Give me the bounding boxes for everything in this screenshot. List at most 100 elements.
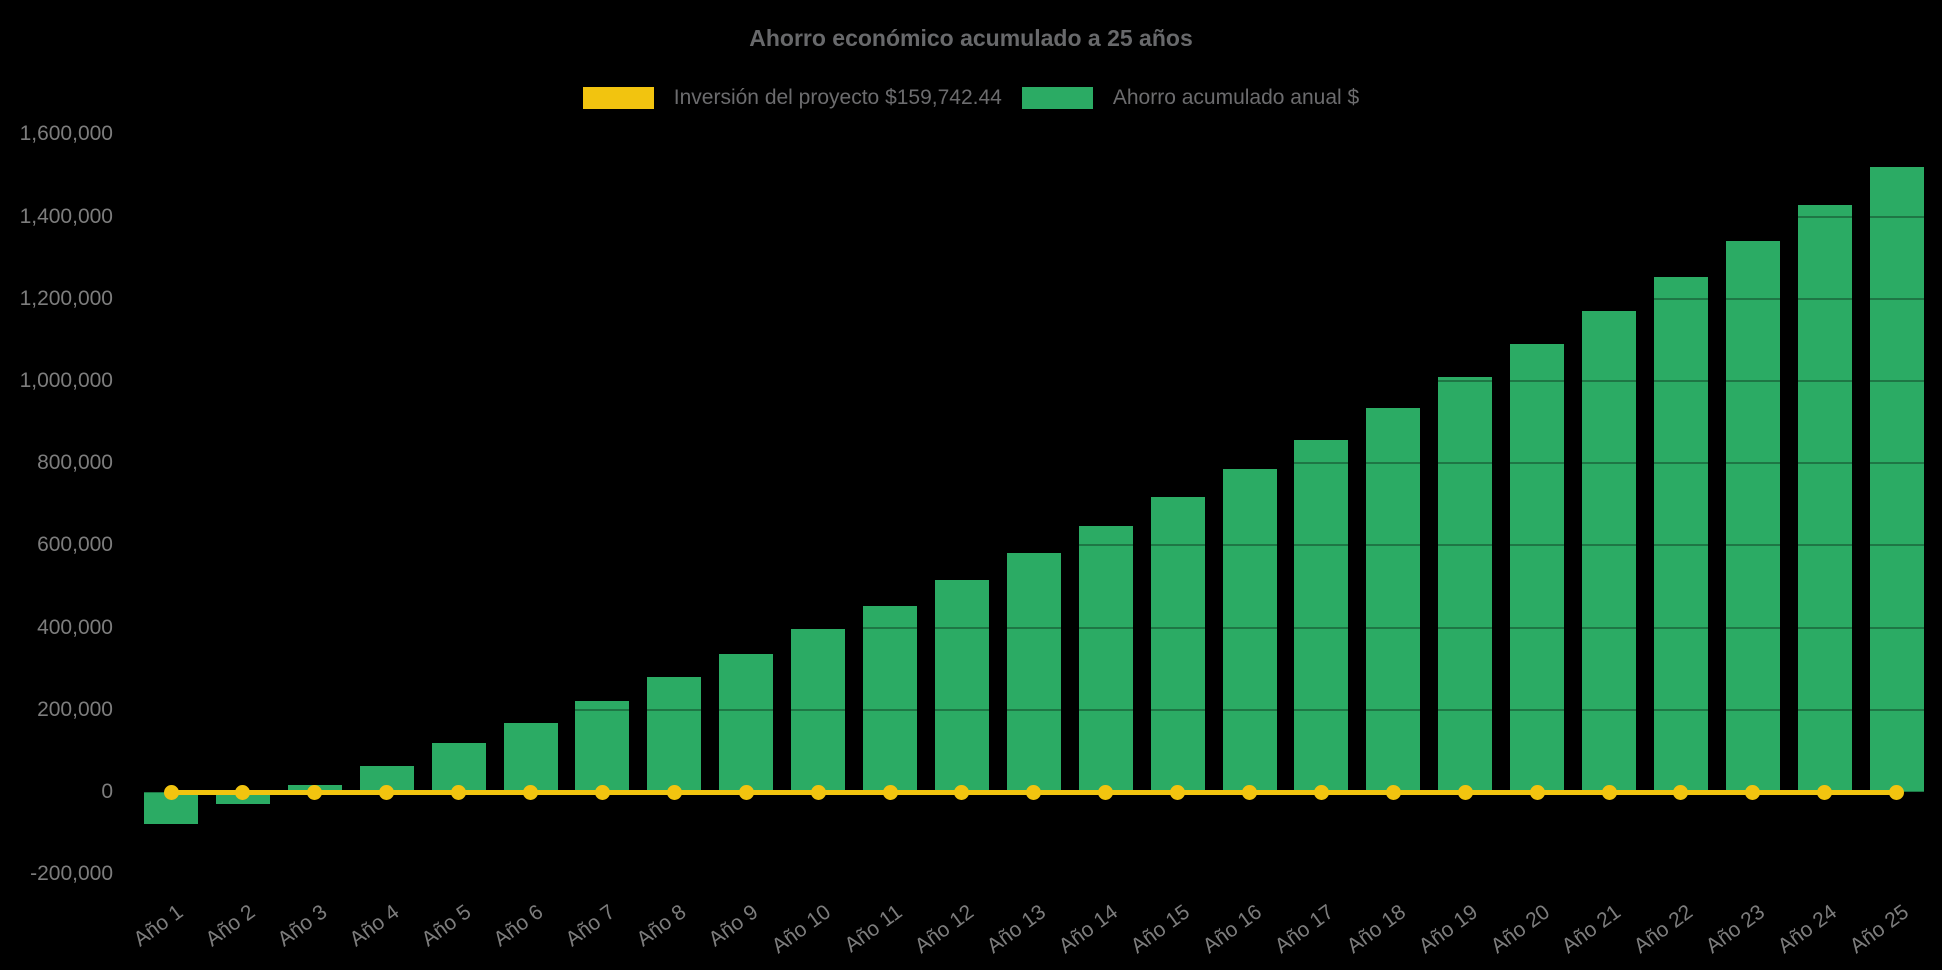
x-axis-tick-label: Año 4 [345, 900, 404, 952]
investment-line-marker[interactable] [1457, 784, 1473, 800]
investment-line-marker[interactable] [307, 784, 323, 800]
x-axis-tick-label: Año 2 [201, 900, 260, 952]
y-axis-tick-label: 1,600,000 [19, 122, 113, 146]
chart-title: Ahorro económico acumulado a 25 años [749, 25, 1193, 51]
investment-line-marker[interactable] [1601, 784, 1617, 800]
investment-line-marker[interactable] [235, 784, 251, 800]
grid-line [135, 462, 1932, 465]
savings-bar[interactable] [1582, 311, 1636, 792]
y-axis-tick-label: -200,000 [30, 862, 113, 886]
investment-line-marker[interactable] [1026, 784, 1042, 800]
legend-item-ahorro[interactable]: Ahorro acumulado anual $ [1021, 86, 1360, 110]
y-axis-tick-label: 200,000 [37, 697, 113, 721]
savings-bar[interactable] [503, 722, 558, 792]
x-axis-tick-label: Año 18 [1342, 900, 1410, 959]
savings-bar[interactable] [1222, 468, 1277, 792]
savings-bar[interactable] [863, 606, 917, 792]
savings-bar[interactable] [1150, 496, 1205, 792]
x-axis-tick-label: Año 23 [1701, 900, 1770, 959]
savings-bar[interactable] [1006, 552, 1061, 792]
investment-line-marker[interactable] [1745, 784, 1761, 800]
savings-bar[interactable] [1725, 240, 1780, 792]
investment-line-marker[interactable] [666, 784, 682, 800]
investment-line-marker[interactable] [1529, 784, 1545, 800]
x-axis-tick-label: Año 6 [489, 900, 547, 952]
investment-line-marker[interactable] [523, 784, 538, 800]
investment-line-marker[interactable] [1313, 784, 1329, 800]
x-axis-tick-label: Año 16 [1198, 900, 1266, 959]
y-axis-tick-label: 1,400,000 [19, 204, 113, 228]
savings-bar[interactable] [575, 701, 630, 792]
investment-line-marker[interactable] [954, 784, 970, 800]
investment-line-marker[interactable] [163, 784, 179, 800]
x-axis-tick-label: Año 8 [632, 900, 691, 952]
x-axis-tick-label: Año 25 [1845, 900, 1914, 959]
legend-swatch-yellow [582, 87, 654, 109]
x-axis-tick-label: Año 13 [982, 900, 1051, 959]
x-axis-tick-label: Año 20 [1486, 900, 1554, 959]
x-axis-tick-label: Año 21 [1558, 900, 1626, 959]
legend-item-inversion[interactable]: Inversión del proyecto $159,742.44 [582, 86, 1002, 110]
grid-line [135, 873, 1932, 876]
investment-line-marker[interactable] [1889, 784, 1905, 800]
investment-line-marker[interactable] [738, 784, 754, 800]
grid-line [135, 544, 1932, 547]
investment-line-marker[interactable] [451, 784, 467, 800]
savings-bar[interactable] [1366, 408, 1421, 792]
savings-bar[interactable] [1510, 344, 1565, 792]
grid-line [135, 626, 1932, 629]
x-axis-tick-label: Año 7 [560, 900, 619, 952]
x-axis-tick-label: Año 5 [417, 900, 476, 952]
legend-swatch-green [1021, 87, 1093, 109]
savings-bar[interactable] [1294, 440, 1349, 792]
savings-bar[interactable] [1078, 526, 1133, 792]
chart-legend: Inversión del proyecto $159,742.44 Ahorr… [0, 86, 1942, 110]
x-axis-tick-label: Año 19 [1414, 900, 1482, 959]
legend-label-inversion: Inversión del proyecto $159,742.44 [673, 86, 1002, 109]
grid-line [135, 297, 1932, 300]
x-axis-tick-label: Año 9 [704, 900, 763, 952]
investment-line-marker[interactable] [810, 784, 826, 800]
savings-bar[interactable] [1797, 205, 1852, 792]
x-axis-tick-label: Año 14 [1054, 900, 1123, 959]
savings-bar[interactable] [791, 628, 846, 792]
x-axis-tick-label: Año 10 [767, 900, 835, 959]
grid-line [135, 380, 1932, 382]
x-axis-tick-label: Año 24 [1773, 900, 1842, 959]
savings-bar[interactable] [1438, 376, 1493, 792]
savings-bar[interactable] [431, 743, 486, 792]
y-axis-tick-label: 1,200,000 [19, 286, 113, 310]
x-axis-tick-label: Año 12 [911, 900, 979, 959]
legend-label-ahorro: Ahorro acumulado anual $ [1112, 86, 1360, 109]
savings-bar[interactable] [647, 677, 702, 792]
x-axis-tick-label: Año 1 [129, 900, 188, 952]
savings-bar[interactable] [934, 579, 989, 792]
investment-line-marker[interactable] [1098, 784, 1114, 800]
x-axis-tick-label: Año 11 [840, 900, 907, 958]
x-axis-tick-label: Año 15 [1126, 900, 1195, 959]
x-axis-tick-label: Año 22 [1630, 900, 1698, 959]
savings-bar[interactable] [1869, 166, 1924, 792]
investment-line-marker[interactable] [1242, 784, 1257, 800]
investment-line-marker[interactable] [1385, 784, 1401, 800]
investment-line-marker[interactable] [1817, 784, 1833, 800]
investment-line-marker[interactable] [1170, 784, 1186, 800]
investment-line-marker[interactable] [882, 784, 898, 800]
x-axis-tick-label: Año 3 [273, 900, 332, 952]
grid-line [135, 215, 1932, 218]
investment-line-marker[interactable] [594, 784, 610, 800]
investment-line-marker[interactable] [379, 784, 395, 800]
savings-bar[interactable] [1653, 277, 1708, 792]
y-axis-tick-label: 800,000 [37, 451, 113, 475]
y-axis-tick-label: 400,000 [37, 615, 113, 639]
grid-line [135, 133, 1932, 136]
x-axis-tick-label: Año 17 [1270, 900, 1338, 959]
investment-line-marker[interactable] [1673, 784, 1689, 800]
grid-line [135, 708, 1932, 711]
y-axis-tick-label: 1,000,000 [19, 369, 113, 392]
savings-bar[interactable] [719, 653, 774, 792]
y-axis-tick-label: 600,000 [37, 533, 113, 557]
y-axis-tick-label: 0 [101, 780, 113, 803]
